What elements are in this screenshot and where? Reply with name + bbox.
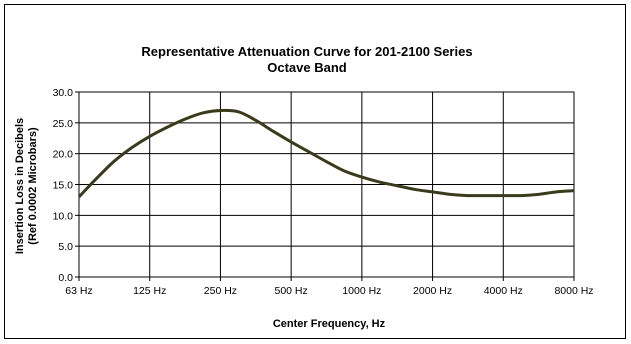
x-tick-label: 1000 Hz — [342, 285, 381, 297]
y-axis-ticks: 0.0 5.0 10.0 15.0 20.0 25.0 30.0 — [53, 87, 79, 284]
x-tick-label: 125 Hz — [133, 285, 166, 297]
y-tick-label: 20.0 — [53, 149, 74, 161]
x-tick-label: 250 Hz — [204, 285, 237, 297]
x-tick-label: 500 Hz — [275, 285, 308, 297]
x-tick-label: 4000 Hz — [484, 285, 523, 297]
chart-frame: Representative Attenuation Curve for 201… — [4, 4, 626, 339]
x-axis-label: Center Frequency, Hz — [273, 318, 386, 330]
y-tick-label: 25.0 — [53, 118, 74, 130]
y-axis-label: Insertion Loss in Decibels — [14, 118, 26, 254]
x-tick-label: 63 Hz — [65, 285, 92, 297]
chart-subtitle: Octave Band — [267, 60, 347, 75]
attenuation-curve-line — [77, 108, 575, 198]
chart-title: Representative Attenuation Curve for 201… — [141, 44, 472, 59]
chart-svg: Representative Attenuation Curve for 201… — [14, 44, 594, 330]
y-tick-label: 15.0 — [53, 180, 74, 192]
x-tick-label: 2000 Hz — [413, 285, 452, 297]
y-axis-label-ref: (Ref 0.0002 Microbars) — [27, 127, 39, 245]
gridlines — [78, 91, 575, 278]
x-tick-label: 8000 Hz — [554, 285, 593, 297]
y-tick-label: 10.0 — [53, 210, 74, 222]
x-axis-ticks: 63 Hz 125 Hz 250 Hz 500 Hz 1000 Hz 2000 Hz 400… — [65, 277, 594, 297]
y-tick-label: 30.0 — [53, 87, 74, 99]
series-layer — [77, 108, 575, 198]
y-tick-label: 5.0 — [58, 241, 73, 253]
y-tick-label: 0.0 — [58, 272, 73, 284]
